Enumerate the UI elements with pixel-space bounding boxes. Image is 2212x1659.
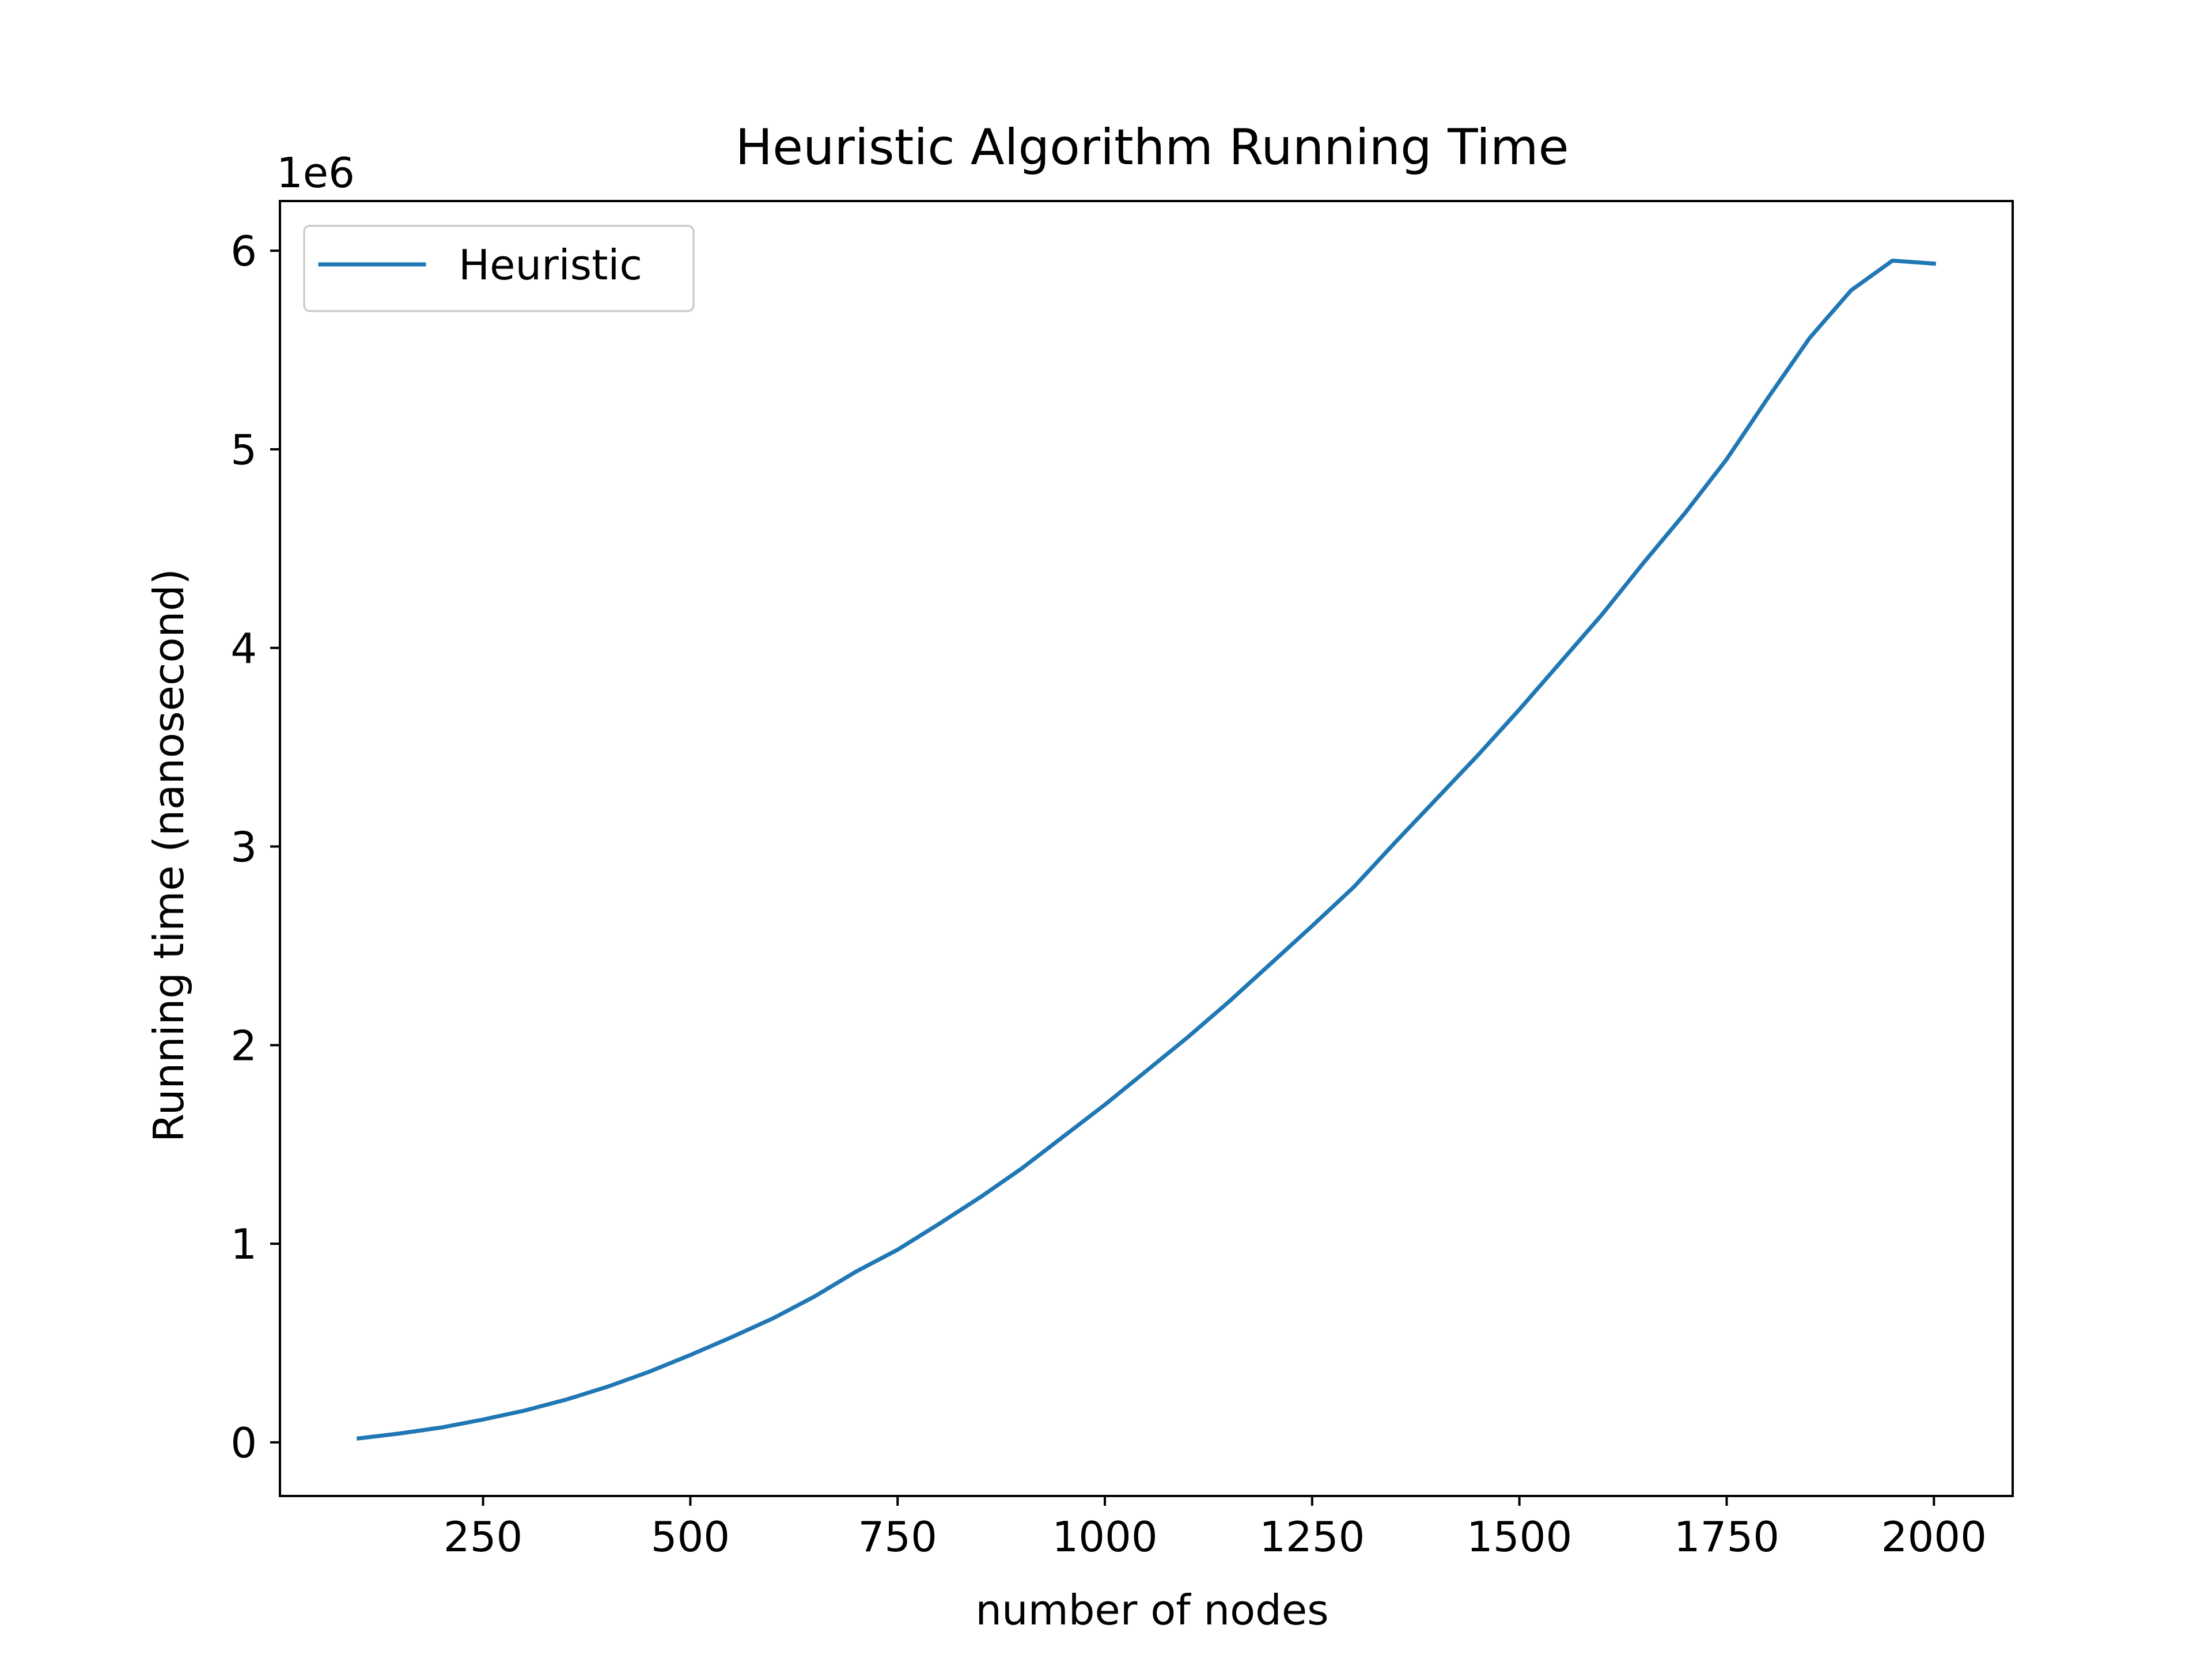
y-tick-label: 0 (230, 1419, 257, 1467)
legend: Heuristic (303, 225, 695, 312)
x-tick-label: 1750 (1674, 1513, 1779, 1561)
x-tick-label: 2000 (1881, 1513, 1987, 1561)
x-axis-label: number of nodes (975, 1586, 1328, 1634)
legend-box (303, 225, 695, 312)
series-layer (356, 258, 1937, 1441)
x-tick-label: 1250 (1259, 1513, 1365, 1561)
y-tick-label: 5 (230, 426, 257, 474)
x-tick-label: 750 (858, 1513, 937, 1561)
y-tick-label: 4 (230, 624, 257, 673)
x-axis-ticks: 250 500 750 1000 1250 1500 1750 2000 (444, 1496, 1987, 1561)
x-tick-label: 500 (651, 1513, 730, 1561)
y-offset-label: 1e6 (276, 149, 355, 197)
y-tick-label: 6 (230, 227, 257, 275)
y-tick-label: 2 (230, 1021, 257, 1070)
y-tick-label: 1 (230, 1220, 257, 1268)
legend-label-heuristic: Heuristic (459, 241, 642, 289)
x-tick-label: 1000 (1052, 1513, 1157, 1561)
series-line-heuristic (356, 258, 1937, 1441)
y-tick-label: 3 (230, 823, 257, 872)
x-tick-label: 1500 (1467, 1513, 1572, 1561)
y-axis-label: Running time (nanosecond) (145, 569, 193, 1142)
plot-area-frame (279, 200, 2014, 1497)
y-axis-ticks: 0 1 2 3 4 5 6 (230, 227, 280, 1467)
chart-title: Heuristic Algorithm Running Time (735, 119, 1569, 176)
x-tick-label: 250 (444, 1513, 522, 1561)
